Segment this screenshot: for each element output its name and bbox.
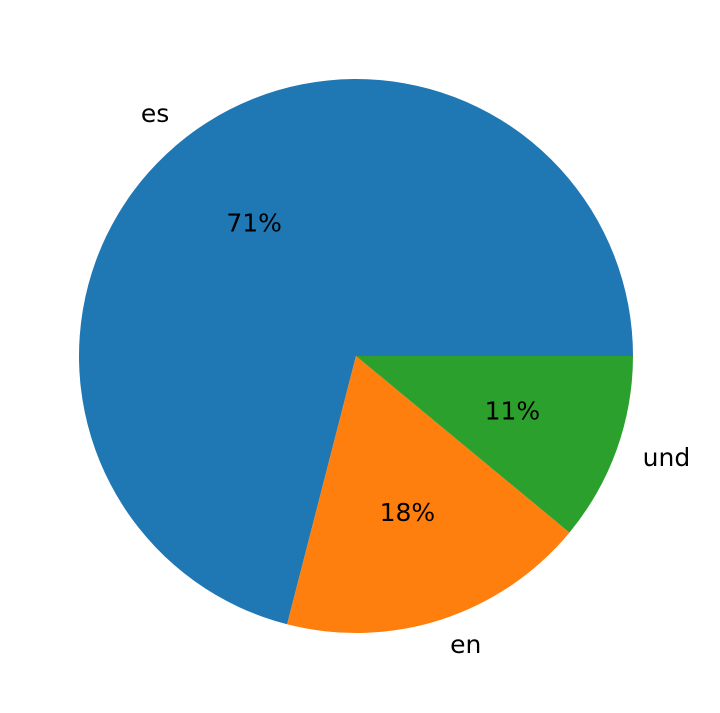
slice-label: es (141, 99, 169, 128)
pct-label: 71% (226, 209, 282, 238)
pie-slice (287, 356, 570, 634)
pie-slice (356, 356, 633, 533)
slice-label: en (450, 630, 481, 659)
pie-slice (78, 79, 633, 625)
pct-label: 11% (485, 396, 541, 425)
slice-label: und (643, 443, 691, 472)
pct-label: 18% (380, 498, 436, 527)
